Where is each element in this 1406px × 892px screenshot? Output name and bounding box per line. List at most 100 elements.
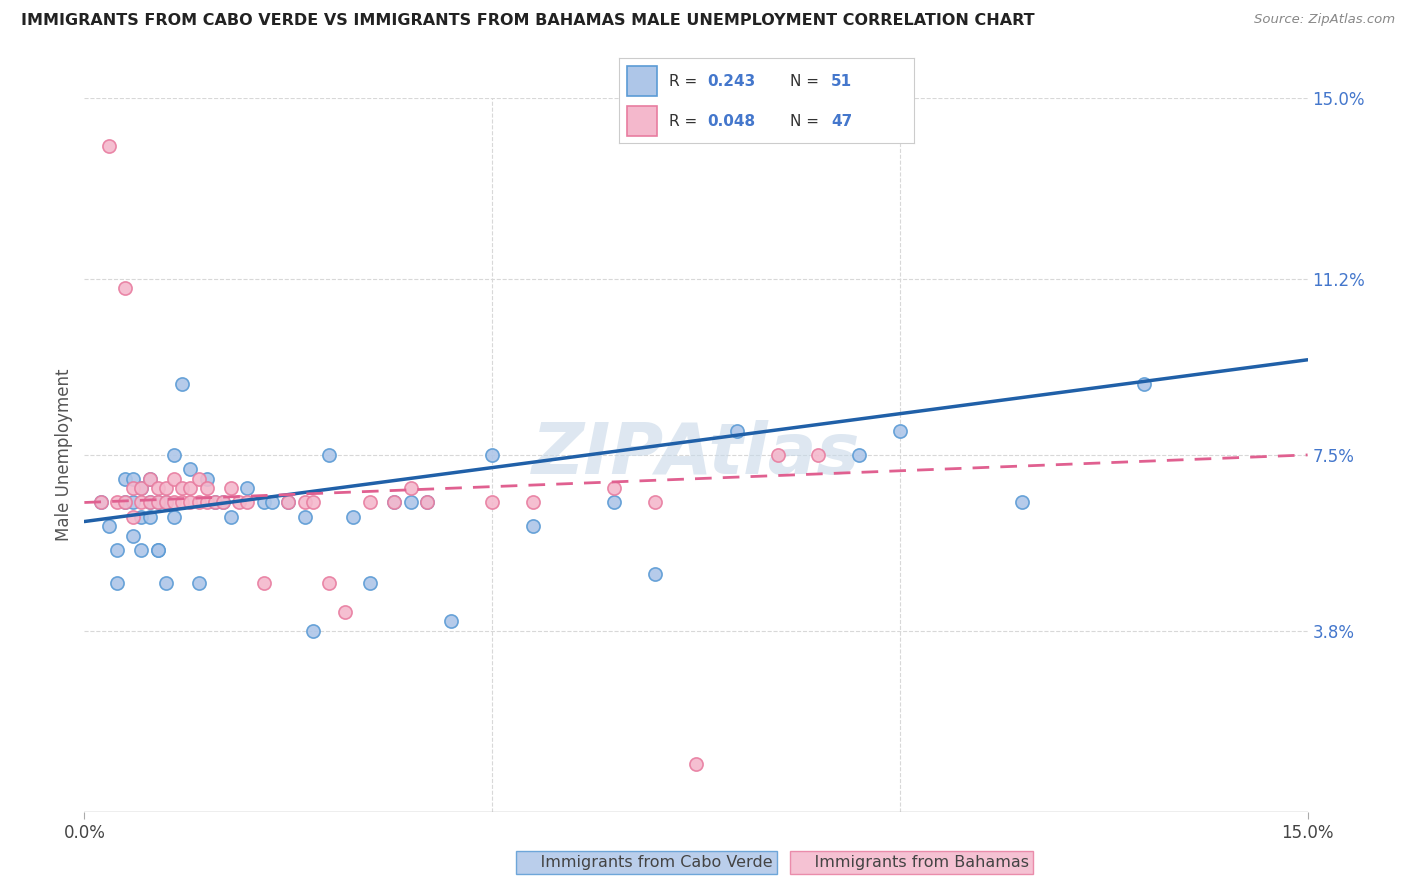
Point	[179, 462, 201, 476]
Point	[146, 543, 169, 558]
Point	[131, 509, 153, 524]
Point	[105, 543, 128, 558]
Point	[725, 424, 748, 438]
Point	[163, 448, 186, 462]
Text: 47: 47	[831, 113, 852, 128]
Point	[172, 495, 194, 509]
Point	[522, 519, 544, 533]
Point	[155, 576, 177, 591]
Point	[172, 376, 194, 391]
Point	[219, 509, 242, 524]
Point	[138, 509, 160, 524]
Point	[105, 495, 128, 509]
Point	[335, 605, 357, 619]
Point	[277, 495, 299, 509]
Point	[90, 495, 112, 509]
Point	[163, 495, 186, 509]
Point	[644, 495, 666, 509]
Point	[522, 495, 544, 509]
Point	[644, 566, 666, 581]
Point	[399, 495, 422, 509]
Point	[138, 495, 160, 509]
Point	[342, 509, 364, 524]
Point	[187, 472, 209, 486]
Point	[114, 472, 136, 486]
Point	[146, 481, 169, 495]
Point	[440, 615, 463, 629]
Point	[318, 448, 340, 462]
Point	[155, 495, 177, 509]
Point	[416, 495, 439, 509]
Point	[1133, 376, 1156, 391]
Point	[204, 495, 226, 509]
Text: 51: 51	[831, 74, 852, 89]
Point	[179, 481, 201, 495]
Point	[399, 481, 422, 495]
Point	[1011, 495, 1033, 509]
Point	[382, 495, 405, 509]
Text: IMMIGRANTS FROM CABO VERDE VS IMMIGRANTS FROM BAHAMAS MALE UNEMPLOYMENT CORRELAT: IMMIGRANTS FROM CABO VERDE VS IMMIGRANTS…	[21, 13, 1035, 29]
Point	[301, 624, 323, 638]
Point	[122, 472, 145, 486]
Point	[277, 495, 299, 509]
Point	[114, 495, 136, 509]
Point	[97, 138, 120, 153]
Point	[236, 481, 259, 495]
Point	[603, 481, 626, 495]
Point	[131, 481, 153, 495]
Point	[318, 576, 340, 591]
Point	[146, 495, 169, 509]
Point	[187, 495, 209, 509]
Point	[179, 495, 201, 509]
Text: 0.048: 0.048	[707, 113, 755, 128]
Point	[848, 448, 870, 462]
Point	[122, 481, 145, 495]
Text: 0.243: 0.243	[707, 74, 755, 89]
Text: Source: ZipAtlas.com: Source: ZipAtlas.com	[1254, 13, 1395, 27]
Point	[90, 495, 112, 509]
Point	[212, 495, 235, 509]
Point	[359, 495, 381, 509]
Point	[889, 424, 911, 438]
Point	[294, 495, 316, 509]
Point	[131, 543, 153, 558]
Point	[138, 495, 160, 509]
Point	[138, 472, 160, 486]
Point	[253, 576, 276, 591]
Point	[105, 576, 128, 591]
Point	[138, 472, 160, 486]
Point	[481, 448, 503, 462]
Point	[212, 495, 235, 509]
Point	[155, 495, 177, 509]
Point	[481, 495, 503, 509]
Text: N =: N =	[790, 113, 824, 128]
Text: R =: R =	[669, 113, 702, 128]
Point	[114, 495, 136, 509]
Point	[416, 495, 439, 509]
Point	[603, 495, 626, 509]
Point	[163, 472, 186, 486]
Point	[131, 481, 153, 495]
Text: N =: N =	[790, 74, 824, 89]
Point	[195, 495, 218, 509]
Point	[807, 448, 830, 462]
Point	[301, 495, 323, 509]
Point	[146, 495, 169, 509]
Bar	[627, 67, 657, 96]
Bar	[627, 106, 657, 136]
Point	[195, 472, 218, 486]
Point	[163, 509, 186, 524]
Point	[766, 448, 789, 462]
Point	[359, 576, 381, 591]
Point	[172, 481, 194, 495]
Point	[122, 495, 145, 509]
Point	[219, 481, 242, 495]
Point	[122, 509, 145, 524]
Point	[131, 495, 153, 509]
Point	[236, 495, 259, 509]
Text: Immigrants from Bahamas: Immigrants from Bahamas	[794, 855, 1029, 870]
Point	[228, 495, 250, 509]
Point	[294, 509, 316, 524]
Text: R =: R =	[669, 74, 702, 89]
Point	[122, 529, 145, 543]
